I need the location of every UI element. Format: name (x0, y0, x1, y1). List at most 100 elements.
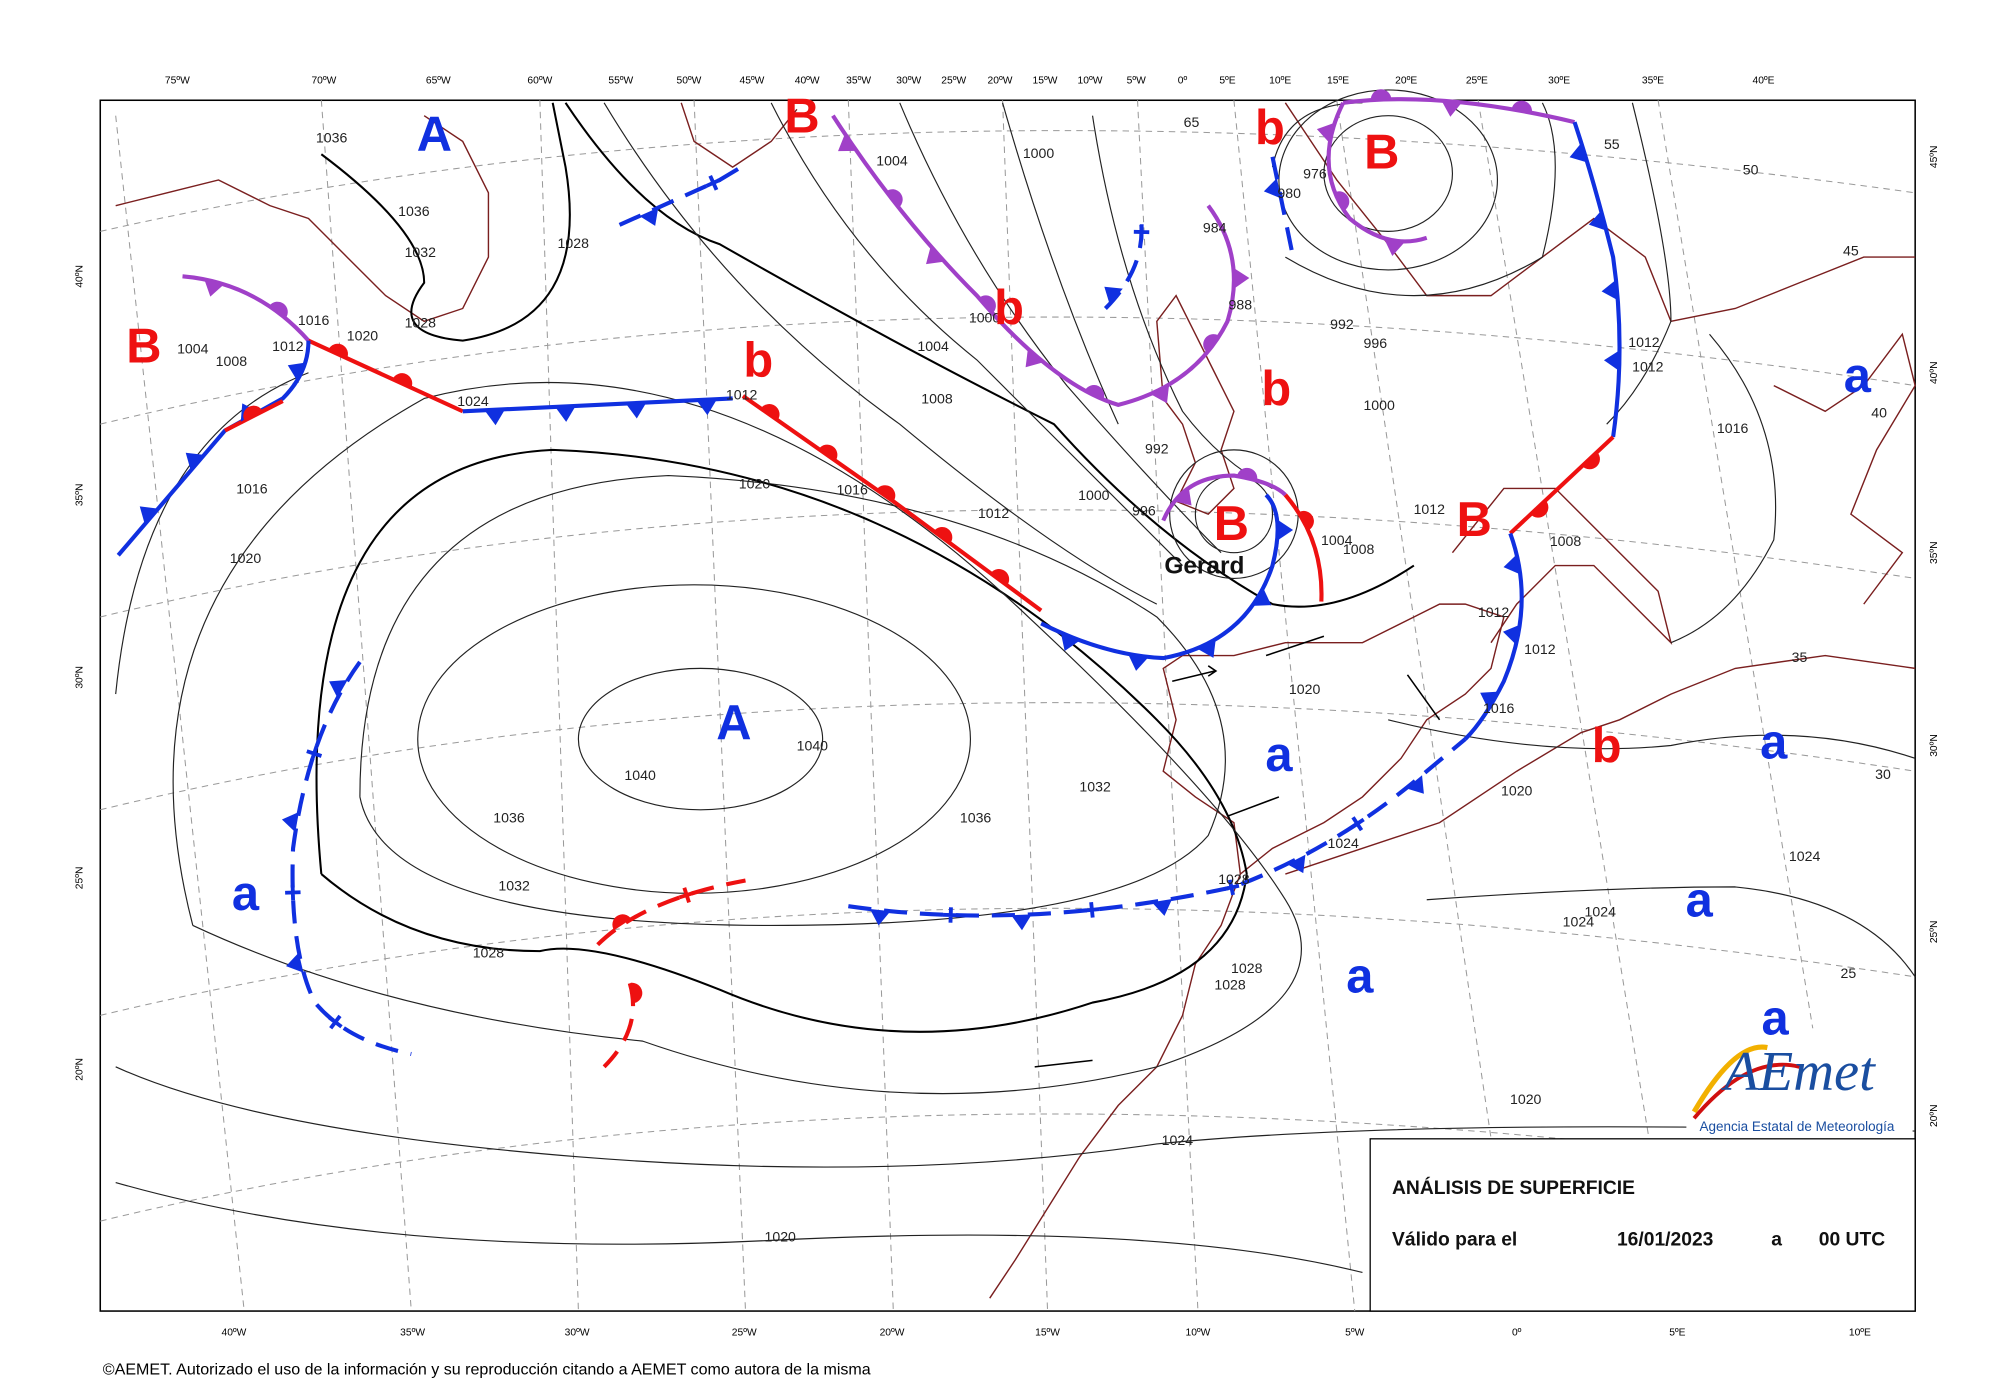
isobar-label: 1016 (236, 480, 268, 496)
isobar (320, 102, 571, 342)
isobar-label: 25 (1840, 965, 1856, 981)
longitude-label: 10ºE (1849, 1328, 1871, 1339)
front-semicircle (978, 295, 996, 314)
isobar (1323, 115, 1454, 232)
logo-name: AEmet (1720, 1041, 1876, 1103)
longitude-label: 25ºW (732, 1328, 757, 1339)
front-triangle (696, 399, 717, 416)
front-semicircle (818, 444, 838, 461)
longitude-label: 10ºW (1078, 76, 1103, 87)
pressure-system: B (1457, 493, 1492, 547)
longitude-label: 15ºW (1035, 1328, 1060, 1339)
longitude-label: 0º (1178, 76, 1188, 87)
isobar-label: 1036 (316, 130, 348, 146)
pressure-system: b (1592, 719, 1622, 773)
pressure-system: a (1265, 728, 1293, 782)
longitude-label: 45ºW (739, 76, 764, 87)
warm-front-frontolysis (596, 878, 746, 1069)
front-triangle (1569, 142, 1588, 163)
isobar-label: 988 (1229, 297, 1253, 313)
isobar-label: 1012 (978, 505, 1010, 521)
meridian (1336, 100, 1518, 1312)
pressure-system: a (1844, 349, 1872, 403)
front-semicircle (1236, 467, 1258, 481)
isobar-label: 1036 (960, 810, 992, 826)
wind-arrow (1265, 635, 1325, 657)
latitude-label: 35ºN (1929, 541, 1940, 564)
warm-front (1283, 493, 1324, 602)
coastline (989, 873, 1242, 1299)
parallel (100, 130, 1916, 232)
isobar-label: 1000 (1078, 487, 1110, 503)
latitude-label: 25ºN (1929, 921, 1940, 944)
front-triangle (1603, 350, 1620, 371)
longitude-label: 25ºE (1466, 76, 1488, 87)
isobar (1278, 89, 1499, 271)
isobar-label: 1024 (1585, 903, 1617, 919)
pressure-system: B (784, 89, 819, 143)
parallel (100, 907, 1916, 1016)
isobar-label: 40 (1871, 405, 1887, 421)
isobar-label: 1012 (726, 387, 758, 403)
longitude-label: 10ºW (1186, 1328, 1211, 1339)
front-semicircle (760, 404, 780, 421)
pressure-system: b (1261, 362, 1291, 416)
front-cross (942, 907, 959, 923)
pressure-system: B (1364, 125, 1399, 179)
parallel (100, 702, 1916, 811)
isobar-label: 1004 (917, 338, 949, 354)
isobar-label: 996 (1364, 335, 1388, 351)
longitude-label: 75ºW (165, 76, 190, 87)
isobar-label: 984 (1203, 220, 1227, 236)
front-triangle (1025, 348, 1044, 368)
longitude-label: 35ºW (846, 76, 871, 87)
warm-front (223, 399, 284, 433)
isobar-label: 1020 (1289, 681, 1321, 697)
front-triangle (281, 812, 299, 833)
occluded-front (831, 114, 1236, 408)
front-cross (1084, 901, 1100, 918)
pressure-system: b (1255, 101, 1285, 155)
isobar-label: 1028 (1218, 871, 1250, 887)
isobar-label: 1024 (1327, 835, 1359, 851)
footer: ©AEMET. Autorizado el uso de la informac… (103, 1360, 871, 1378)
pressure-system: B (1214, 497, 1249, 551)
meridian (320, 100, 412, 1312)
isobar-label: 1024 (457, 393, 489, 409)
front-cross (1349, 816, 1365, 832)
latitude-label: 30ºN (1929, 734, 1940, 757)
front-semicircle (876, 485, 896, 502)
front-triangle (1197, 639, 1216, 658)
front-triangle (1588, 210, 1607, 231)
valid-label: Válido para el (1392, 1229, 1517, 1250)
longitude-label: 40ºW (795, 76, 820, 87)
longitude-label: 25ºW (941, 76, 966, 87)
front-semicircle (612, 914, 632, 931)
isobar-label: 1036 (398, 203, 430, 219)
isobar (577, 667, 824, 811)
isobar-label: 1040 (797, 738, 829, 754)
isobar-label: 1036 (493, 810, 525, 826)
front-cross (285, 884, 301, 901)
front-semicircle (243, 405, 263, 421)
longitude-label: 20ºW (988, 76, 1013, 87)
meridian (1002, 100, 1049, 1312)
isobar (315, 448, 1248, 1033)
meridian (1137, 100, 1199, 1312)
coastline (1285, 654, 1916, 875)
front-triangle (1406, 775, 1424, 794)
front-triangle (1150, 384, 1170, 404)
isobar-label: 1012 (1478, 604, 1510, 620)
fronts (116, 89, 1622, 1069)
latitude-label: 40ºN (1929, 361, 1940, 384)
isobar-label: 1008 (1550, 533, 1582, 549)
longitude-label: 35ºE (1642, 76, 1664, 87)
front-triangle (1277, 519, 1294, 541)
front-triangle (185, 452, 205, 471)
isobar-label: 1020 (1501, 783, 1533, 799)
cold-front (462, 396, 733, 414)
isobar-label: 976 (1303, 166, 1327, 182)
longitude-label: 35ºW (400, 1328, 425, 1339)
front-semicircle (1334, 191, 1350, 211)
